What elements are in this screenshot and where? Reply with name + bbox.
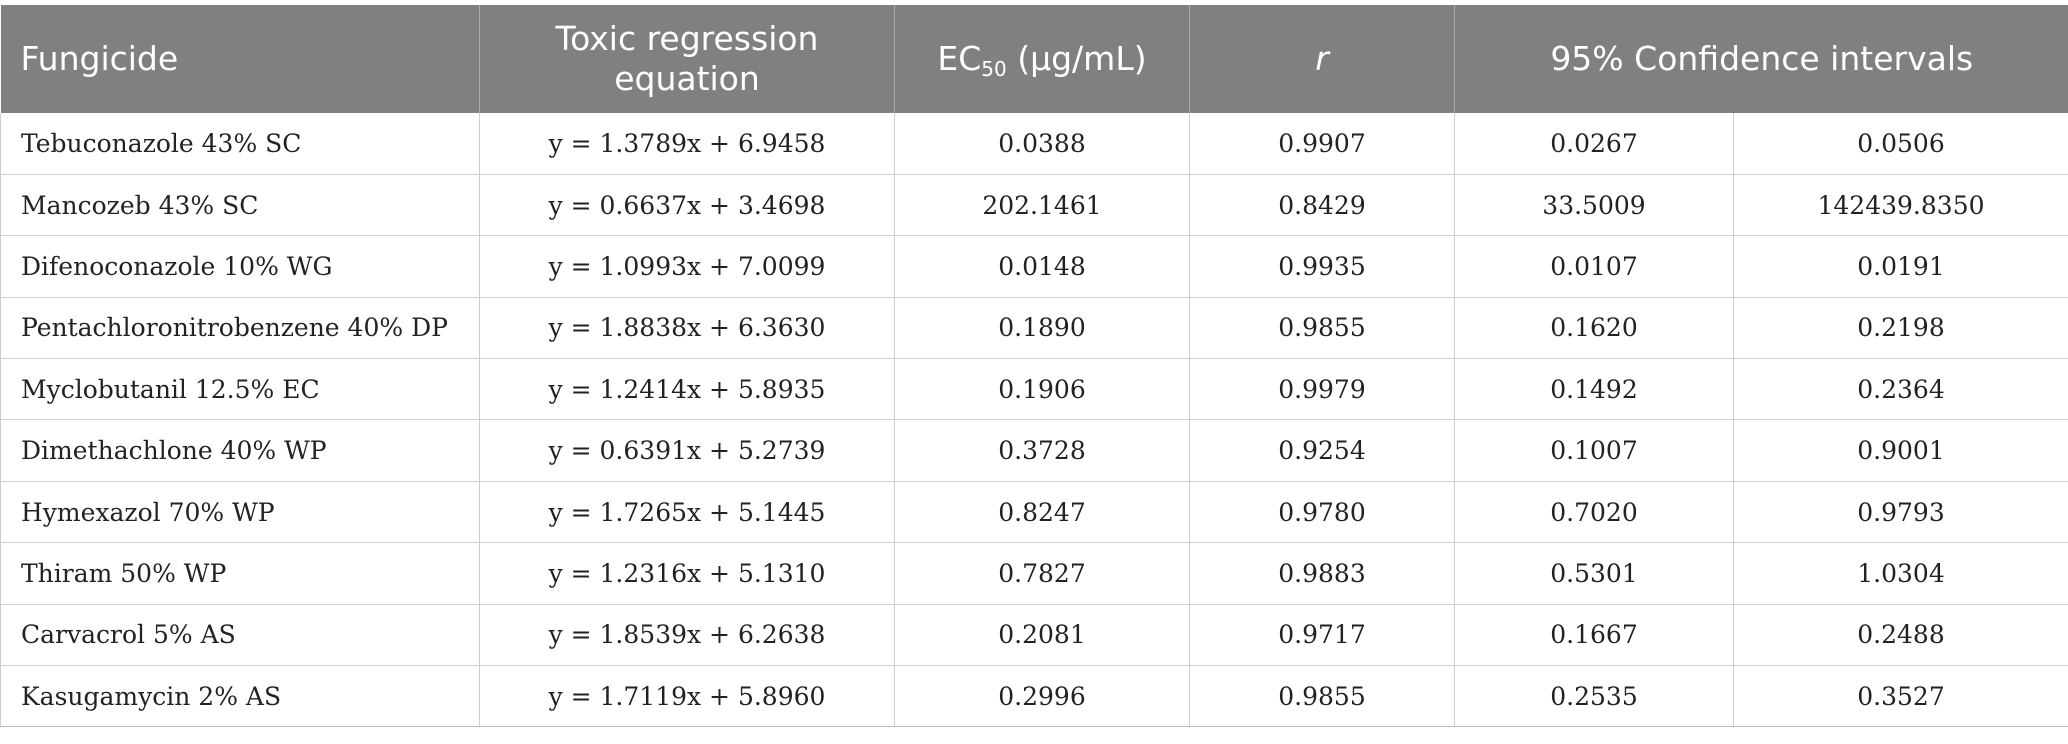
fungicide-toxicity-table: Fungicide Toxic regression equation EC50…: [0, 5, 2068, 728]
table-row: Dimethachlone 40% WP y = 0.6391x + 5.2739…: [0, 419, 2068, 482]
cell-fungicide: Myclobutanil 12.5% EC: [0, 358, 480, 421]
header-ec50: EC50 (μg/mL): [894, 5, 1190, 113]
table-row: Myclobutanil 12.5% EC y = 1.2414x + 5.893…: [0, 358, 2068, 421]
header-ec50-main: EC: [937, 39, 982, 78]
header-row: Fungicide Toxic regression equation EC50…: [0, 5, 2068, 113]
cell-fungicide: Thiram 50% WP: [0, 542, 480, 605]
cell-ci-lower: 0.0267: [1454, 113, 1734, 175]
cell-r: 0.9254: [1189, 419, 1455, 482]
cell-fungicide: Tebuconazole 43% SC: [0, 113, 480, 175]
cell-ci-lower: 33.5009: [1454, 174, 1734, 237]
table-body: Tebuconazole 43% SC y = 1.3789x + 6.9458 0…: [0, 113, 2068, 728]
cell-fungicide: Mancozeb 43% SC: [0, 174, 480, 237]
cell-ci-upper: 0.2198: [1733, 297, 2068, 360]
cell-equation: y = 1.8539x + 6.2638: [479, 604, 895, 667]
cell-ci-lower: 0.7020: [1454, 481, 1734, 544]
cell-r: 0.9855: [1189, 297, 1455, 360]
cell-ci-upper: 0.0506: [1733, 113, 2068, 175]
header-fungicide: Fungicide: [0, 5, 480, 113]
header-r-label: r: [1315, 39, 1329, 78]
cell-ec50: 0.2081: [894, 604, 1190, 667]
cell-equation: y = 0.6637x + 3.4698: [479, 174, 895, 237]
cell-ci-lower: 0.1492: [1454, 358, 1734, 421]
table-header: Fungicide Toxic regression equation EC50…: [0, 5, 2068, 113]
cell-equation: y = 1.0993x + 7.0099: [479, 235, 895, 298]
table-row: Hymexazol 70% WP y = 1.7265x + 5.1445 0.82…: [0, 481, 2068, 544]
cell-ci-lower: 0.1007: [1454, 419, 1734, 482]
cell-ec50: 202.1461: [894, 174, 1190, 237]
cell-equation: y = 1.7119x + 5.8960: [479, 665, 895, 728]
header-equation: Toxic regression equation: [479, 5, 895, 113]
cell-ci-upper: 1.0304: [1733, 542, 2068, 605]
fungicide-table-container: Fungicide Toxic regression equation EC50…: [0, 5, 2068, 728]
cell-r: 0.9780: [1189, 481, 1455, 544]
cell-ci-upper: 142439.8350: [1733, 174, 2068, 237]
cell-ci-lower: 0.0107: [1454, 235, 1734, 298]
cell-equation: y = 1.2316x + 5.1310: [479, 542, 895, 605]
table-row: Difenoconazole 10% WG y = 1.0993x + 7.009…: [0, 235, 2068, 298]
header-confidence-intervals: 95% Confidence intervals: [1454, 5, 2068, 113]
cell-ci-lower: 0.5301: [1454, 542, 1734, 605]
cell-equation: y = 1.2414x + 5.8935: [479, 358, 895, 421]
cell-ci-upper: 0.9793: [1733, 481, 2068, 544]
cell-r: 0.8429: [1189, 174, 1455, 237]
cell-equation: y = 1.8838x + 6.3630: [479, 297, 895, 360]
header-ec50-unit: (μg/mL): [1006, 39, 1147, 78]
cell-fungicide: Dimethachlone 40% WP: [0, 419, 480, 482]
table-row: Carvacrol 5% AS y = 1.8539x + 6.2638 0.208…: [0, 604, 2068, 667]
cell-ci-upper: 0.2364: [1733, 358, 2068, 421]
cell-equation: y = 0.6391x + 5.2739: [479, 419, 895, 482]
cell-ci-lower: 0.1667: [1454, 604, 1734, 667]
cell-r: 0.9717: [1189, 604, 1455, 667]
cell-fungicide: Carvacrol 5% AS: [0, 604, 480, 667]
table-row: Mancozeb 43% SC y = 0.6637x + 3.4698 202.1…: [0, 174, 2068, 237]
cell-equation: y = 1.3789x + 6.9458: [479, 113, 895, 175]
header-ec50-sub: 50: [981, 57, 1007, 81]
cell-r: 0.9883: [1189, 542, 1455, 605]
cell-ec50: 0.2996: [894, 665, 1190, 728]
table-row: Kasugamycin 2% AS y = 1.7119x + 5.8960 0.2…: [0, 665, 2068, 728]
cell-ec50: 0.7827: [894, 542, 1190, 605]
cell-r: 0.9907: [1189, 113, 1455, 175]
cell-fungicide: Pentachloronitrobenzene 40% DP: [0, 297, 480, 360]
cell-fungicide: Kasugamycin 2% AS: [0, 665, 480, 728]
cell-ec50: 0.1890: [894, 297, 1190, 360]
cell-ec50: 0.8247: [894, 481, 1190, 544]
cell-fungicide: Difenoconazole 10% WG: [0, 235, 480, 298]
cell-ci-upper: 0.2488: [1733, 604, 2068, 667]
cell-ci-lower: 0.1620: [1454, 297, 1734, 360]
table-row: Tebuconazole 43% SC y = 1.3789x + 6.9458 0…: [0, 113, 2068, 175]
table-row: Thiram 50% WP y = 1.2316x + 5.1310 0.7827 0…: [0, 542, 2068, 605]
cell-ec50: 0.0148: [894, 235, 1190, 298]
cell-ec50: 0.3728: [894, 419, 1190, 482]
cell-r: 0.9855: [1189, 665, 1455, 728]
header-r: r: [1189, 5, 1455, 113]
cell-ci-lower: 0.2535: [1454, 665, 1734, 728]
cell-fungicide: Hymexazol 70% WP: [0, 481, 480, 544]
cell-ci-upper: 0.9001: [1733, 419, 2068, 482]
cell-ci-upper: 0.3527: [1733, 665, 2068, 728]
cell-equation: y = 1.7265x + 5.1445: [479, 481, 895, 544]
cell-ec50: 0.0388: [894, 113, 1190, 175]
cell-r: 0.9935: [1189, 235, 1455, 298]
cell-r: 0.9979: [1189, 358, 1455, 421]
cell-ec50: 0.1906: [894, 358, 1190, 421]
cell-ci-upper: 0.0191: [1733, 235, 2068, 298]
table-row: Pentachloronitrobenzene 40% DP y = 1.8838…: [0, 297, 2068, 360]
